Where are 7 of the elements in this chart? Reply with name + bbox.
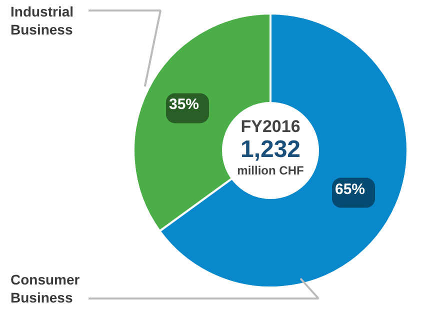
slice-label: Consumer Business xyxy=(10,272,80,306)
data-label: 65% xyxy=(334,180,366,198)
text: FY2016 xyxy=(240,117,300,136)
text: million CHF xyxy=(237,164,304,178)
slice-label: Industrial Business xyxy=(10,4,74,38)
text: 1,232 xyxy=(240,136,301,163)
data-label: 35% xyxy=(168,96,200,114)
